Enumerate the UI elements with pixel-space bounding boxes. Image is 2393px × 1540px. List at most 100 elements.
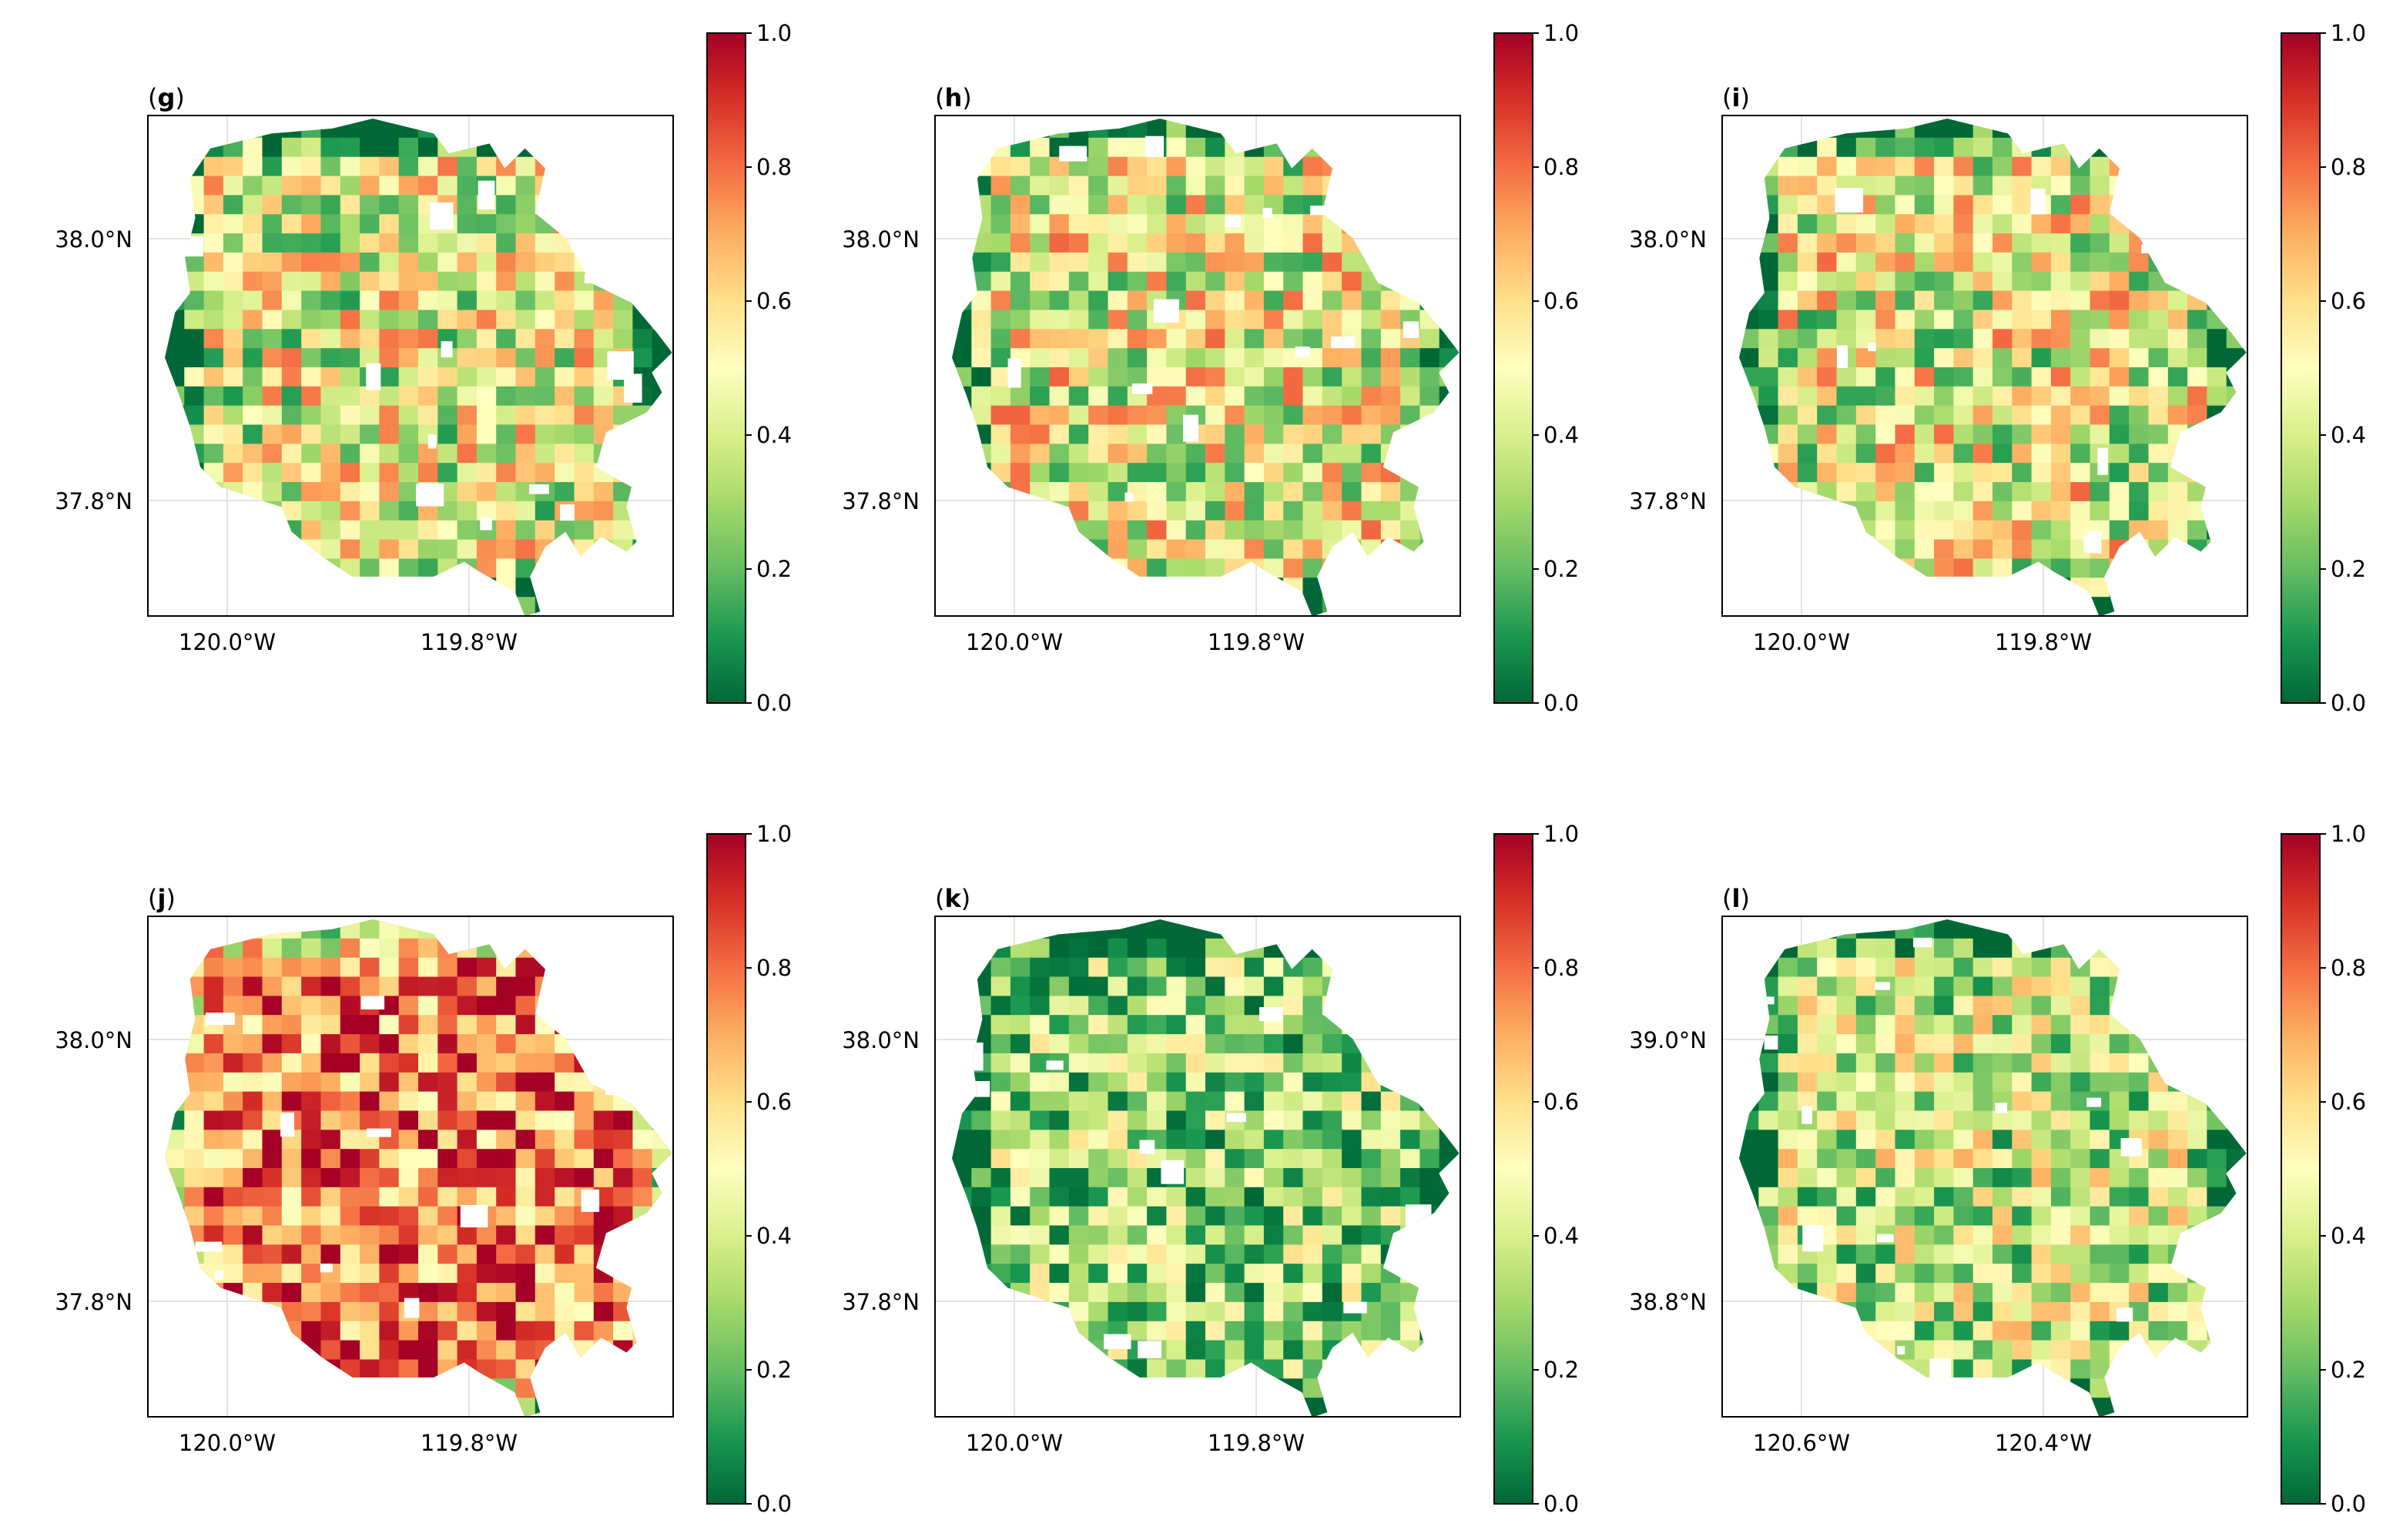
raster-cell — [1342, 348, 1362, 368]
raster-cell — [1758, 329, 1779, 349]
raster-cell — [262, 482, 283, 502]
raster-cell — [1302, 1149, 1323, 1169]
raster-cell — [437, 1283, 458, 1303]
raster-cell — [1797, 1264, 1818, 1284]
raster-cell — [1934, 310, 1954, 330]
raster-cell — [223, 367, 243, 387]
raster-cell — [1953, 1340, 1974, 1360]
raster-cell — [379, 348, 400, 368]
raster-cell — [418, 1225, 438, 1245]
colorbar-tick-label: 0.6 — [2331, 1089, 2366, 1115]
raster-cell — [1108, 1015, 1128, 1035]
raster-cell — [398, 1359, 419, 1379]
raster-cell — [418, 1301, 438, 1322]
raster-cell — [2070, 1034, 2091, 1054]
raster-cell — [1225, 1072, 1245, 1093]
raster-cell — [1166, 1321, 1187, 1341]
raster-cell — [2070, 558, 2091, 578]
raster-cell — [1283, 176, 1304, 196]
raster-cell — [1758, 1149, 1779, 1169]
raster-cell — [952, 1149, 972, 1169]
raster-cell — [1322, 1034, 1342, 1054]
raster-cell — [1263, 500, 1284, 521]
raster-cell — [1972, 1034, 1993, 1054]
raster-cell — [2148, 1168, 2169, 1188]
raster-cell — [2207, 1187, 2227, 1207]
unburned-patch — [480, 517, 492, 531]
raster-cell — [1049, 957, 1070, 978]
unburned-patch — [427, 434, 437, 449]
raster-cell — [1855, 348, 1876, 368]
raster-cell — [574, 1321, 595, 1341]
raster-cell — [2090, 405, 2110, 426]
raster-cell — [1400, 520, 1420, 541]
raster-cell — [1263, 1206, 1284, 1227]
raster-cell — [1992, 558, 2013, 578]
raster-cell — [2050, 1187, 2071, 1207]
raster-cell — [1108, 310, 1128, 330]
raster-cell — [1030, 976, 1051, 996]
raster-cell — [1895, 367, 1915, 387]
raster-cell — [1836, 1283, 1857, 1303]
raster-cell — [340, 1321, 360, 1341]
raster-cell — [2109, 1187, 2130, 1207]
raster-cell — [613, 1321, 633, 1341]
unburned-patch — [1801, 1106, 1812, 1124]
raster-cell — [340, 310, 360, 330]
raster-cell — [2109, 1206, 2130, 1227]
raster-cell — [360, 1168, 380, 1188]
raster-cell — [281, 367, 302, 387]
raster-cell — [340, 424, 360, 444]
raster-cell — [476, 156, 497, 177]
raster-cell — [262, 348, 283, 368]
raster-cell — [1797, 1034, 1818, 1054]
raster-cell — [515, 156, 536, 177]
lon-tick-label: 119.8°W — [1208, 629, 1305, 655]
raster-cell — [165, 1149, 185, 1169]
panel-label-open: ( — [1722, 884, 1731, 913]
raster-cell — [574, 444, 595, 464]
raster-cell — [971, 310, 992, 330]
raster-cell — [1322, 1110, 1342, 1130]
raster-cell — [1875, 1206, 1896, 1227]
raster-cell — [1972, 1301, 1993, 1322]
raster-cell — [2050, 1225, 2071, 1245]
raster-cell — [535, 463, 555, 483]
raster-cell — [1049, 938, 1070, 959]
raster-cell — [1185, 1034, 1206, 1054]
raster-cell — [2050, 367, 2071, 387]
raster-cell — [1127, 156, 1148, 177]
raster-cell — [2050, 1034, 2071, 1054]
raster-cell — [437, 386, 458, 407]
raster-cell — [1302, 1091, 1323, 1111]
raster-cell — [1049, 463, 1070, 483]
raster-cell — [1108, 1244, 1128, 1264]
raster-cell — [1010, 271, 1031, 292]
raster-cell — [2031, 1321, 2052, 1341]
raster-cell — [1934, 195, 1954, 215]
raster-cell — [476, 271, 497, 292]
raster-cell — [1108, 482, 1128, 502]
raster-cell — [281, 424, 302, 444]
raster-cell — [2148, 1225, 2169, 1245]
raster-cell — [184, 386, 205, 407]
raster-cell — [1244, 1283, 1265, 1303]
raster-cell — [1283, 444, 1304, 464]
panel-label: (g) — [148, 83, 185, 112]
raster-cell — [1283, 290, 1304, 310]
raster-cell — [1263, 463, 1284, 483]
raster-cell — [1225, 1225, 1245, 1245]
raster-cell — [1778, 1034, 1798, 1054]
raster-cell — [496, 539, 517, 559]
raster-cell — [593, 1149, 614, 1169]
raster-cell — [1225, 1091, 1245, 1111]
raster-cell — [535, 1321, 555, 1341]
raster-cell — [1185, 558, 1206, 578]
raster-cell — [1302, 156, 1323, 177]
raster-cell — [418, 1359, 438, 1379]
raster-cell — [1361, 1187, 1382, 1207]
raster-cell — [1166, 1187, 1187, 1207]
raster-cell — [1817, 214, 1838, 234]
